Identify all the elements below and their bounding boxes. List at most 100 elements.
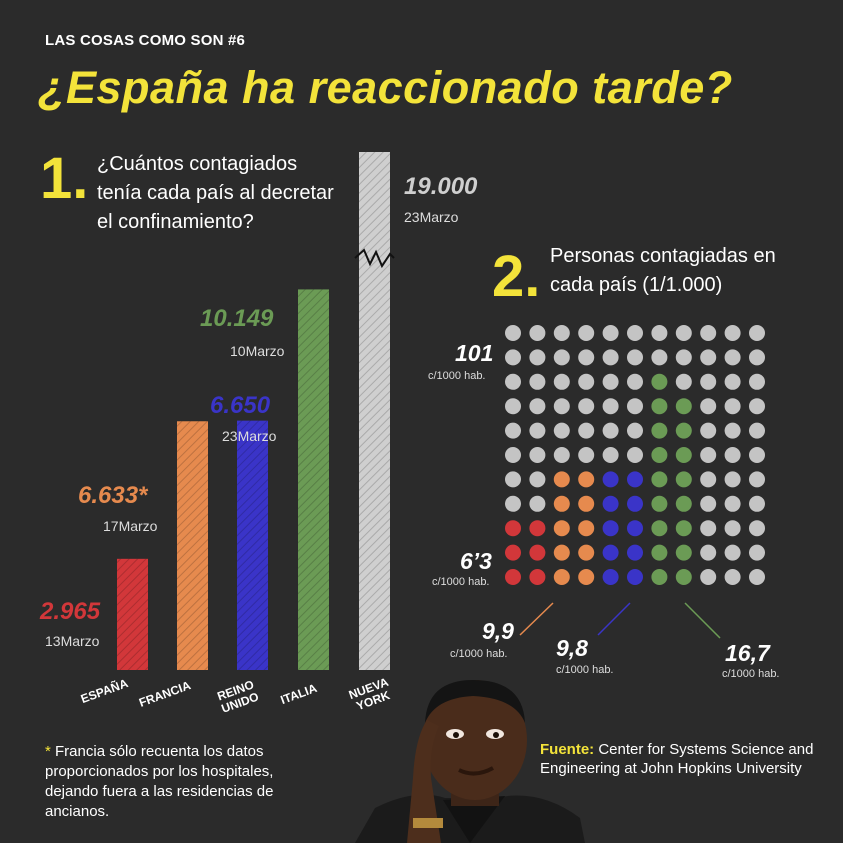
dot	[724, 520, 741, 537]
dot	[505, 569, 521, 585]
bar-value-label: 2.965	[40, 598, 101, 625]
dot	[578, 495, 595, 512]
dot	[675, 325, 692, 341]
bar-value-label: 6.650	[210, 392, 271, 419]
dot	[553, 373, 570, 390]
dot-total-caption: c/1000 hab.	[428, 370, 486, 382]
dot	[700, 520, 717, 537]
dot	[651, 349, 668, 366]
bar-value-label: 10.149	[200, 305, 274, 332]
bar-date-label: 10Marzo	[230, 343, 285, 359]
dot	[627, 447, 643, 463]
dot	[602, 520, 619, 537]
dot	[651, 544, 668, 561]
dot	[505, 544, 521, 561]
bar-hatch-3	[298, 289, 329, 670]
dot	[505, 447, 521, 463]
dot	[529, 471, 546, 488]
dot	[505, 325, 521, 341]
dot	[505, 520, 521, 537]
dot	[651, 373, 668, 390]
dot	[529, 447, 546, 463]
dot	[724, 398, 741, 415]
dot	[529, 544, 546, 561]
dot	[553, 422, 570, 439]
dot	[749, 422, 765, 439]
dot	[602, 373, 619, 390]
dot	[749, 373, 765, 390]
dot	[651, 325, 668, 341]
dot	[602, 447, 619, 463]
dot	[627, 398, 643, 415]
dot	[675, 520, 692, 537]
dot	[700, 349, 717, 366]
dot	[627, 349, 643, 366]
axis-break-mark	[354, 248, 395, 269]
dot	[724, 422, 741, 439]
dot	[505, 495, 521, 512]
page-title: ¿España ha reaccionado tarde?	[38, 62, 733, 113]
source-text: Center for Systems Science and Engineeri…	[540, 741, 814, 777]
dot-label-spain: 6’3	[460, 548, 492, 574]
source: Fuente: Center for Systems Science and E…	[540, 740, 830, 778]
section2-question: Personas contagiadas en cada país (1/1.0…	[550, 245, 776, 296]
bar-date-label: 17Marzo	[103, 518, 158, 534]
dot	[553, 569, 570, 585]
bar-date-label: 13Marzo	[45, 633, 100, 649]
dot-leader-line	[597, 602, 631, 636]
dot	[578, 398, 595, 415]
bar-hatch-1	[177, 421, 208, 670]
dot	[700, 544, 717, 561]
dot	[578, 544, 595, 561]
dot	[553, 471, 570, 488]
dot	[651, 471, 668, 488]
dot	[529, 373, 546, 390]
dot	[529, 569, 546, 585]
dot	[505, 471, 521, 488]
dot-caption-italy: c/1000 hab.	[722, 668, 780, 680]
dot	[529, 325, 546, 341]
dot	[724, 495, 741, 512]
dot	[505, 373, 521, 390]
dot	[627, 471, 643, 488]
dot	[724, 349, 741, 366]
dot	[553, 349, 570, 366]
dot	[675, 398, 692, 415]
dot	[529, 422, 546, 439]
bar-date-label: 23Marzo	[404, 209, 459, 225]
dot	[529, 520, 546, 537]
dot	[724, 569, 741, 585]
dot	[602, 398, 619, 415]
dot	[724, 471, 741, 488]
dot	[651, 520, 668, 537]
dot	[553, 447, 570, 463]
dot	[578, 422, 595, 439]
kicker: LAS COSAS COMO SON #6	[45, 32, 246, 49]
dot	[700, 471, 717, 488]
bar-hatch-4	[359, 152, 390, 670]
bar-value-label: 6.633*	[78, 482, 148, 509]
dot-caption-france: c/1000 hab.	[450, 648, 508, 660]
dot	[675, 495, 692, 512]
dot-leader-line	[684, 602, 721, 639]
dot	[602, 544, 619, 561]
dot	[724, 447, 741, 463]
dot	[627, 325, 643, 341]
section2-number: 2.	[492, 244, 541, 309]
dot	[749, 569, 765, 585]
dot	[529, 495, 546, 512]
dot	[505, 422, 521, 439]
dot	[749, 520, 765, 537]
bar-hatch-0	[117, 558, 148, 670]
dot	[602, 569, 619, 585]
dot	[578, 447, 595, 463]
dot	[553, 398, 570, 415]
dot	[602, 422, 619, 439]
dot	[675, 544, 692, 561]
dot	[749, 471, 765, 488]
dot	[724, 544, 741, 561]
dot	[602, 349, 619, 366]
dot	[700, 495, 717, 512]
dot	[675, 471, 692, 488]
